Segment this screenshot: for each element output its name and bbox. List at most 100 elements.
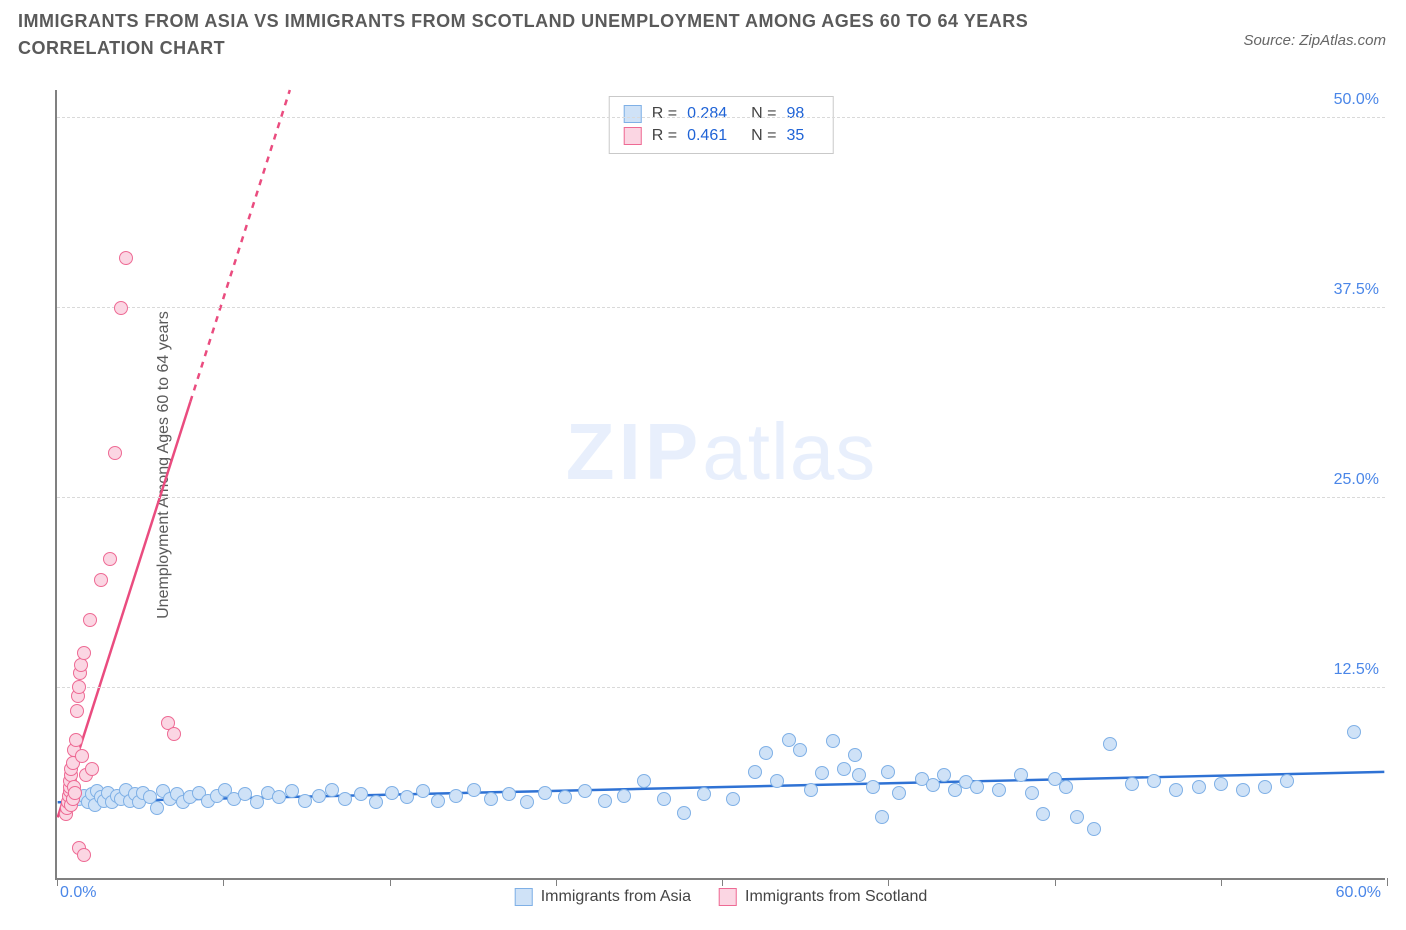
scatter-point-asia bbox=[578, 784, 592, 798]
scatter-point-asia bbox=[312, 789, 326, 803]
y-tick-label: 50.0% bbox=[1334, 91, 1379, 109]
scatter-point-asia bbox=[657, 792, 671, 806]
scatter-point-asia bbox=[892, 786, 906, 800]
x-tick-mark bbox=[888, 878, 889, 886]
legend-item-asia: Immigrants from Asia bbox=[515, 888, 691, 906]
scatter-point-asia bbox=[449, 789, 463, 803]
scatter-point-asia bbox=[558, 790, 572, 804]
scatter-point-scotland bbox=[75, 749, 89, 763]
stats-row-asia: R = 0.284 N = 98 bbox=[624, 103, 819, 125]
gridline-h bbox=[57, 497, 1385, 498]
scatter-point-scotland bbox=[119, 251, 133, 265]
scatter-point-asia bbox=[1236, 783, 1250, 797]
scatter-point-asia bbox=[770, 774, 784, 788]
x-tick-mark bbox=[1221, 878, 1222, 886]
scatter-point-asia bbox=[354, 787, 368, 801]
scatter-point-asia bbox=[538, 786, 552, 800]
header-row: IMMIGRANTS FROM ASIA VS IMMIGRANTS FROM … bbox=[0, 0, 1406, 62]
scatter-point-scotland bbox=[72, 680, 86, 694]
r-label: R = bbox=[652, 127, 677, 145]
trend-lines-layer bbox=[57, 90, 1385, 878]
x-tick-mark bbox=[1055, 878, 1056, 886]
scatter-point-asia bbox=[400, 790, 414, 804]
scatter-point-scotland bbox=[68, 786, 82, 800]
legend-item-scotland: Immigrants from Scotland bbox=[719, 888, 927, 906]
scatter-point-asia bbox=[866, 780, 880, 794]
legend-label-scotland: Immigrants from Scotland bbox=[745, 888, 927, 906]
scatter-point-scotland bbox=[77, 646, 91, 660]
scatter-point-asia bbox=[748, 765, 762, 779]
n-value-scotland: 35 bbox=[786, 127, 804, 145]
scatter-point-scotland bbox=[167, 727, 181, 741]
n-value-asia: 98 bbox=[786, 105, 804, 123]
scatter-point-asia bbox=[1070, 810, 1084, 824]
swatch-scotland bbox=[719, 888, 737, 906]
scatter-point-scotland bbox=[77, 848, 91, 862]
swatch-scotland bbox=[624, 127, 642, 145]
x-tick-mark bbox=[556, 878, 557, 886]
scatter-point-asia bbox=[1147, 774, 1161, 788]
scatter-point-asia bbox=[793, 743, 807, 757]
scatter-point-scotland bbox=[114, 301, 128, 315]
scatter-point-asia bbox=[852, 768, 866, 782]
scatter-point-asia bbox=[285, 784, 299, 798]
source-attribution: Source: ZipAtlas.com bbox=[1243, 32, 1386, 49]
scatter-point-asia bbox=[1347, 725, 1361, 739]
x-tick-mark bbox=[722, 878, 723, 886]
scatter-point-asia bbox=[637, 774, 651, 788]
x-axis-min-label: 0.0% bbox=[60, 884, 96, 902]
scatter-point-asia bbox=[881, 765, 895, 779]
scatter-point-asia bbox=[298, 794, 312, 808]
scatter-point-asia bbox=[759, 746, 773, 760]
x-axis-max-label: 60.0% bbox=[1336, 884, 1381, 902]
chart-title: IMMIGRANTS FROM ASIA VS IMMIGRANTS FROM … bbox=[18, 8, 1118, 62]
stats-row-scotland: R = 0.461 N = 35 bbox=[624, 125, 819, 147]
scatter-point-asia bbox=[1280, 774, 1294, 788]
r-value-scotland: 0.461 bbox=[687, 127, 727, 145]
scatter-point-asia bbox=[520, 795, 534, 809]
scatter-point-scotland bbox=[69, 733, 83, 747]
swatch-asia bbox=[624, 105, 642, 123]
y-tick-label: 37.5% bbox=[1334, 281, 1379, 299]
scatter-point-asia bbox=[782, 733, 796, 747]
scatter-point-scotland bbox=[108, 446, 122, 460]
x-tick-mark bbox=[1387, 878, 1388, 886]
scatter-point-scotland bbox=[70, 704, 84, 718]
watermark: ZIPatlas bbox=[566, 406, 876, 498]
scatter-point-scotland bbox=[83, 613, 97, 627]
scatter-point-asia bbox=[325, 783, 339, 797]
scatter-point-asia bbox=[502, 787, 516, 801]
scatter-point-asia bbox=[467, 783, 481, 797]
n-label: N = bbox=[751, 105, 776, 123]
scatter-point-asia bbox=[431, 794, 445, 808]
x-tick-mark bbox=[223, 878, 224, 886]
scatter-point-asia bbox=[484, 792, 498, 806]
scatter-point-asia bbox=[677, 806, 691, 820]
x-tick-mark bbox=[57, 878, 58, 886]
scatter-point-asia bbox=[150, 801, 164, 815]
scatter-point-asia bbox=[937, 768, 951, 782]
swatch-asia bbox=[515, 888, 533, 906]
scatter-point-asia bbox=[848, 748, 862, 762]
scatter-point-asia bbox=[617, 789, 631, 803]
scatter-point-asia bbox=[815, 766, 829, 780]
y-tick-label: 12.5% bbox=[1334, 661, 1379, 679]
scatter-point-asia bbox=[338, 792, 352, 806]
scatter-plot: ZIPatlas R = 0.284 N = 98 R = 0.461 N = … bbox=[55, 90, 1385, 880]
gridline-h bbox=[57, 117, 1385, 118]
scatter-point-asia bbox=[1059, 780, 1073, 794]
scatter-point-asia bbox=[1025, 786, 1039, 800]
scatter-point-asia bbox=[272, 790, 286, 804]
scatter-point-asia bbox=[726, 792, 740, 806]
y-tick-label: 25.0% bbox=[1334, 471, 1379, 489]
scatter-point-asia bbox=[1214, 777, 1228, 791]
scatter-point-asia bbox=[1087, 822, 1101, 836]
n-label: N = bbox=[751, 127, 776, 145]
gridline-h bbox=[57, 307, 1385, 308]
scatter-point-asia bbox=[1169, 783, 1183, 797]
r-value-asia: 0.284 bbox=[687, 105, 727, 123]
scatter-point-asia bbox=[385, 786, 399, 800]
scatter-point-asia bbox=[697, 787, 711, 801]
scatter-point-asia bbox=[875, 810, 889, 824]
scatter-point-scotland bbox=[85, 762, 99, 776]
